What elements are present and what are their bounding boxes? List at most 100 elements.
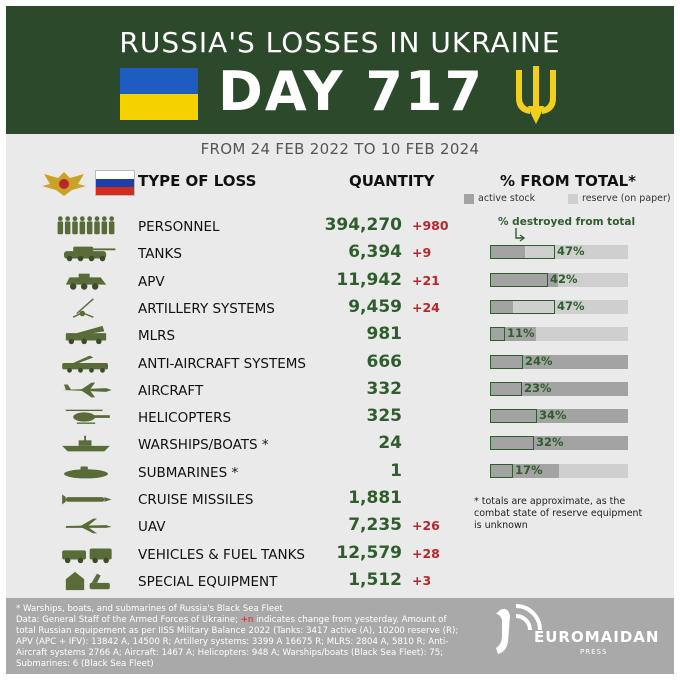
legend-active-swatch (464, 194, 474, 204)
daily-change: +3 (412, 573, 432, 588)
destroyed-outline (490, 355, 523, 369)
loss-quantity: 6,394 (348, 242, 402, 262)
column-header-type: TYPE OF LOSS (138, 172, 257, 190)
warship-icon (62, 435, 110, 452)
loss-type-label: AIRCRAFT (138, 383, 204, 399)
legend-reserve-swatch (568, 194, 578, 204)
destroyed-outline (490, 300, 555, 314)
vehicles-icon (62, 548, 112, 564)
destroyed-pointer-icon (515, 228, 526, 242)
footnote-approximate: * totals are approximate, as the combat … (474, 496, 643, 531)
active-segment (490, 327, 536, 341)
active-segment (490, 245, 525, 259)
date-range: FROM 24 FEB 2022 TO 10 FEB 2024 (200, 140, 480, 158)
percent-label: 23% (524, 381, 552, 395)
daily-change: +980 (412, 218, 449, 233)
special-equipment-icon (65, 571, 110, 591)
loss-type-label: MLRS (138, 328, 176, 344)
helicopter-icon (65, 409, 110, 424)
loss-quantity: 332 (366, 379, 403, 399)
active-segment (490, 464, 559, 478)
loss-quantity: 1 (390, 461, 402, 481)
loss-quantity: 1,881 (348, 488, 402, 508)
aircraft-icon (62, 382, 112, 398)
table-row: ARTILLERY SYSTEMS 9,459 +24 47% (6, 295, 674, 322)
destroyed-outline (490, 436, 534, 450)
active-segment (490, 273, 558, 287)
destroyed-outline (490, 245, 555, 259)
loss-type-label: CRUISE MISSILES (138, 492, 254, 508)
table-row: WARSHIPS/BOATS * 24 32% (6, 431, 674, 458)
table-row: VEHICLES & FUEL TANKS 12,579 +28 (6, 541, 674, 568)
table-row: PERSONNEL 394,270 +980 (6, 213, 674, 240)
percent-bar: 34% (490, 408, 628, 423)
tank-icon (64, 246, 116, 262)
loss-quantity: 24 (378, 433, 402, 453)
infographic: RUSSIA'S LOSSES IN UKRAINE DAY 717 FROM … (6, 6, 674, 674)
table-row: UAV 7,235 +26 (6, 513, 674, 540)
percent-label: 24% (525, 354, 553, 368)
percent-label: 34% (539, 408, 567, 422)
missile-icon (62, 494, 112, 505)
active-segment (490, 300, 513, 314)
table-row: TANKS 6,394 +9 47% (6, 240, 674, 267)
table-row: APV 11,942 +21 42% (6, 268, 674, 295)
euromaidan-logo-icon (496, 604, 542, 654)
euromaidan-logo-text: EUROMAIDAN (534, 628, 660, 646)
legend-reserve-label: reserve (on paper) (582, 193, 671, 204)
daily-change: +26 (412, 518, 440, 533)
legend-active-label: active stock (478, 193, 536, 204)
percent-bar: 23% (490, 381, 628, 396)
daily-change: +9 (412, 245, 432, 260)
percent-label: 11% (507, 326, 535, 340)
trident-icon (516, 66, 556, 124)
table-row: AIRCRAFT 332 23% (6, 377, 674, 404)
soldiers-icon (57, 216, 115, 235)
daily-change: +21 (412, 273, 440, 288)
day-counter: DAY 717 (218, 60, 485, 123)
loss-type-label: ARTILLERY SYSTEMS (138, 301, 275, 317)
main-title: RUSSIA'S LOSSES IN UKRAINE (119, 26, 561, 59)
loss-quantity: 325 (366, 406, 403, 426)
table-row: MLRS 981 11% (6, 322, 674, 349)
table-row: SPECIAL EQUIPMENT 1,512 +3 (6, 568, 674, 595)
column-header-percent: % FROM TOTAL* (500, 172, 637, 190)
percent-bar: 11% (490, 326, 628, 341)
table-row: HELICOPTERS 325 34% (6, 404, 674, 431)
header-banner: RUSSIA'S LOSSES IN UKRAINE DAY 717 (6, 6, 674, 134)
percent-label: 47% (557, 244, 585, 258)
percent-bar: 42% (490, 272, 628, 287)
loss-quantity: 666 (366, 352, 403, 372)
loss-quantity: 981 (366, 324, 403, 344)
active-segment (490, 355, 628, 369)
loss-type-label: APV (138, 274, 165, 290)
loss-type-label: UAV (138, 519, 166, 535)
percent-bar: 47% (490, 244, 628, 259)
destroyed-label: % destroyed from total (498, 216, 636, 228)
reserve-segment (490, 300, 628, 314)
uav-icon (65, 518, 112, 534)
loss-type-label: HELICOPTERS (138, 410, 232, 426)
column-header-quantity: QUANTITY (349, 172, 435, 190)
percent-bar: 24% (490, 354, 628, 369)
loss-quantity: 1,512 (348, 570, 402, 590)
loss-type-label: SUBMARINES * (138, 465, 239, 481)
destroyed-outline (490, 409, 537, 423)
destroyed-outline (490, 464, 513, 478)
destroyed-outline (490, 327, 505, 341)
artillery-icon (72, 298, 94, 318)
footer-line-1: * Warships, boats, and submarines of Rus… (16, 604, 283, 614)
footer-bar (6, 598, 674, 674)
percent-label: 42% (550, 272, 578, 286)
loss-type-label: PERSONNEL (138, 219, 220, 235)
active-segment (490, 382, 628, 396)
loss-quantity: 11,942 (336, 270, 402, 290)
loss-type-label: SPECIAL EQUIPMENT (138, 574, 278, 590)
loss-type-label: ANTI-AIRCRAFT SYSTEMS (138, 356, 306, 372)
table-row: ANTI-AIRCRAFT SYSTEMS 666 24% (6, 350, 674, 377)
table-row: CRUISE MISSILES 1,881 (6, 486, 674, 513)
euromaidan-logo-sub: PRESS (580, 648, 608, 656)
loss-quantity: 12,579 (336, 543, 402, 563)
footer-line-2: Data: General Staff of the Armed Forces … (16, 615, 459, 669)
loss-quantity: 394,270 (324, 215, 402, 235)
